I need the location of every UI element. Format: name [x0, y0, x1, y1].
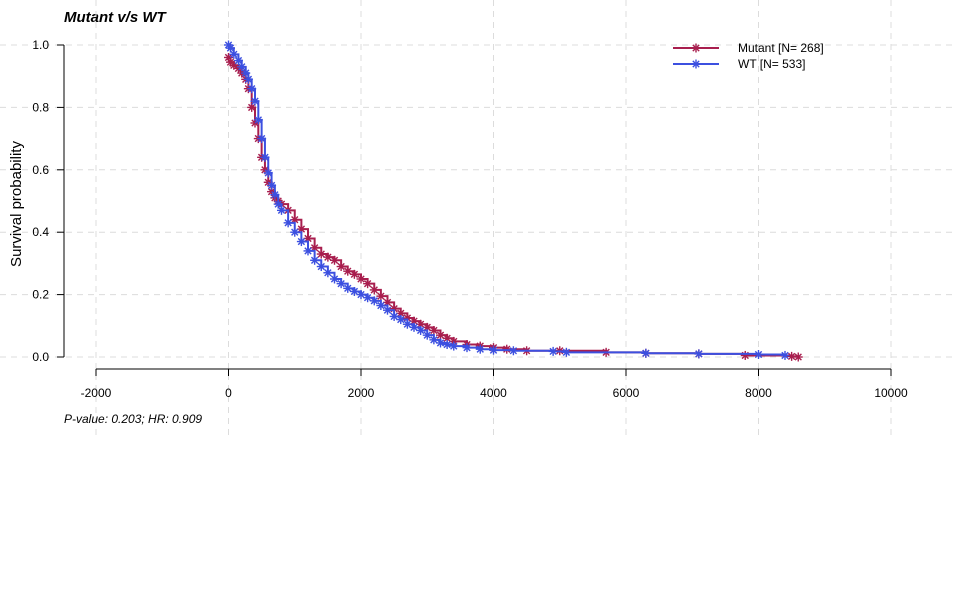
y-tick-label: 0.4: [32, 225, 49, 239]
censor-mark: [416, 325, 426, 335]
censor-mark: [363, 279, 373, 289]
x-tick-label: 2000: [348, 386, 375, 400]
y-tick-label: 0.2: [32, 288, 49, 302]
censor-mark: [429, 325, 439, 335]
censor-mark: [247, 102, 257, 112]
censor-mark: [260, 152, 270, 162]
censor-mark: [740, 350, 750, 360]
x-tick-label: 6000: [613, 386, 640, 400]
censor-mark: [754, 350, 763, 360]
censor-mark: [330, 274, 339, 284]
legend: Mutant [N= 268] WT [N= 533]: [673, 41, 824, 71]
legend-label: Mutant [N= 268]: [738, 41, 824, 55]
censor-mark: [475, 344, 485, 354]
censor-mark: [369, 285, 379, 295]
censor-mark: [449, 341, 459, 351]
censor-mark: [233, 56, 243, 66]
censor-mark: [343, 283, 353, 293]
y-tick-label: 1.0: [32, 38, 49, 52]
x-tick-label: 0: [225, 386, 232, 400]
censor-mark: [225, 43, 235, 53]
censor-mark: [376, 291, 386, 301]
y-tick-label: 0.6: [32, 163, 49, 177]
censor-mark: [316, 262, 326, 272]
censor-mark: [257, 134, 267, 144]
censor-mark: [243, 74, 253, 84]
series-0: [224, 52, 803, 362]
censor-mark: [489, 345, 498, 355]
censor-mark: [349, 269, 359, 279]
censor-mark: [253, 115, 263, 125]
x-tick-label: 4000: [480, 386, 507, 400]
censor-mark: [356, 290, 366, 300]
y-tick-label: 0.8: [32, 100, 49, 114]
legend-marker: [691, 43, 701, 53]
censor-mark: [310, 255, 320, 265]
x-tick-label: 10000: [874, 386, 908, 400]
censor-mark: [694, 349, 704, 359]
censor-mark: [343, 266, 353, 276]
censor-mark: [548, 346, 558, 356]
censor-mark: [267, 180, 277, 190]
legend-label: WT [N= 533]: [738, 57, 805, 71]
series-layer: [224, 40, 803, 362]
censor-mark: [330, 255, 339, 265]
survival-curve: [228, 56, 800, 358]
censor-mark: [290, 227, 300, 237]
censor-mark: [336, 262, 346, 272]
censor-mark: [323, 268, 333, 278]
censor-mark: [247, 84, 257, 94]
x-tick-label: -2000: [81, 386, 112, 400]
censor-mark: [641, 348, 651, 358]
censor-mark: [250, 96, 260, 106]
y-tick-label: 0.0: [32, 350, 49, 364]
censor-mark: [561, 347, 571, 357]
censor-mark: [787, 351, 797, 361]
grid: [0, 0, 955, 440]
censor-mark: [436, 338, 445, 348]
censor-mark: [793, 352, 803, 362]
censor-mark: [323, 252, 333, 262]
censor-mark: [229, 49, 239, 59]
censor-mark: [508, 346, 518, 356]
censor-mark: [462, 343, 472, 353]
censor-mark: [396, 315, 406, 325]
y-axis-label: Survival probability: [8, 141, 25, 267]
censor-mark: [383, 305, 392, 315]
censor-mark: [277, 205, 286, 215]
censor-mark: [429, 335, 439, 345]
p-value-note: P-value: 0.203; HR: 0.909: [64, 412, 202, 426]
censor-mark: [389, 311, 399, 321]
censor-mark: [409, 322, 419, 332]
legend-item-1: WT [N= 533]: [673, 57, 805, 71]
x-tick-label: 8000: [745, 386, 772, 400]
series-1: [224, 40, 790, 360]
censor-mark: [237, 62, 247, 72]
censor-mark: [303, 246, 313, 256]
censor-mark: [296, 237, 306, 247]
censor-mark: [273, 199, 283, 209]
censor-mark: [356, 274, 366, 284]
censor-mark: [283, 218, 293, 228]
censor-mark: [363, 293, 373, 303]
censor-mark: [402, 319, 412, 329]
legend-marker: [691, 59, 701, 69]
censor-mark: [780, 350, 790, 360]
censor-mark: [349, 286, 359, 296]
chart-title: Mutant v/s WT: [64, 9, 167, 26]
censor-mark: [316, 249, 326, 259]
censor-mark: [263, 168, 273, 178]
survival-curve: [228, 44, 786, 356]
censor-mark: [369, 296, 379, 306]
censor-mark: [376, 301, 386, 311]
censor-mark: [442, 340, 452, 350]
axes: -2000 0 2000 4000 6000 8000 10000 0.0 0.2 0.4 0.6 0…: [32, 38, 908, 400]
legend-item-0: Mutant [N= 268]: [673, 41, 824, 55]
censor-mark: [270, 190, 280, 200]
censor-mark: [422, 330, 432, 340]
censor-mark: [436, 330, 445, 340]
censor-mark: [336, 279, 346, 289]
